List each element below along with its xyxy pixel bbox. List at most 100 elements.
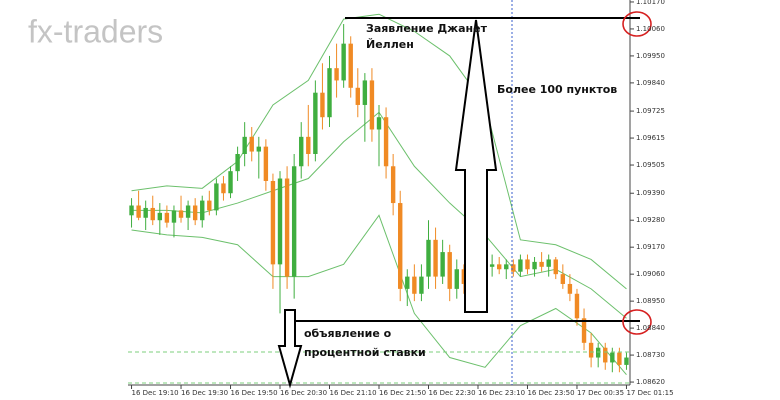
y-tick-label: 1.09505 [636, 161, 665, 169]
y-tick-label: 1.09280 [636, 216, 665, 224]
candle-body [207, 200, 212, 211]
candle-body [560, 274, 566, 284]
candle-body [433, 239, 438, 277]
candle-body [567, 283, 573, 294]
candle-body [306, 136, 311, 154]
x-tick-label: 16 Dec 19:50 [231, 389, 278, 397]
logo: fx-traders [28, 13, 163, 49]
annotation-text: объявление о [304, 327, 392, 340]
candle-body [164, 212, 170, 223]
candle-body [454, 269, 459, 289]
y-tick-label: 1.09390 [636, 189, 665, 197]
candle-body [610, 352, 615, 363]
candle-body [228, 171, 233, 194]
candle-body [221, 183, 226, 194]
candle-body [440, 252, 445, 277]
candle-body [581, 318, 587, 343]
annotation-text: процентной ставки [304, 346, 426, 359]
x-tick-label: 16 Dec 23:50 [527, 389, 574, 397]
candle-body [277, 178, 283, 265]
candle-body [525, 259, 530, 270]
candle-body [129, 205, 134, 216]
x-tick-label: 17 Dec 00:35 [577, 389, 624, 397]
candle-body [327, 68, 332, 118]
candle-body [284, 178, 290, 277]
candle-body [546, 259, 551, 267]
candle-body [588, 342, 594, 358]
candle-body [532, 261, 537, 270]
down-arrow [277, 309, 303, 389]
candle-body [376, 117, 382, 130]
bollinger-band [131, 13, 627, 290]
y-tick-label: 1.09725 [636, 107, 665, 115]
candle-body [214, 183, 219, 211]
candle-body [518, 259, 523, 272]
highlight-circle [622, 11, 652, 37]
candle-body [405, 276, 410, 289]
candle-body [185, 205, 191, 218]
y-tick-label: 1.09170 [636, 243, 665, 251]
y-tick-label: 1.08730 [636, 351, 665, 359]
candle-body [447, 252, 452, 289]
candle-body [334, 68, 339, 81]
candle-body [313, 92, 318, 154]
y-tick-label: 1.10170 [636, 0, 665, 6]
y-tick-label: 1.09950 [636, 52, 665, 60]
candle-body [419, 276, 424, 294]
candle-body [603, 347, 608, 363]
candle-body [256, 146, 262, 152]
candle-body [291, 166, 297, 277]
candle-body [539, 261, 544, 267]
x-tick-label: 17 Dec 01:15 [626, 389, 673, 397]
candle-body [398, 203, 403, 289]
x-tick-label: 16 Dec 19:30 [181, 389, 228, 397]
candle-body [299, 136, 304, 167]
candle-body [348, 43, 353, 88]
y-tick-label: 1.08620 [636, 378, 665, 386]
candle-body [553, 259, 558, 275]
candle-body [617, 352, 622, 365]
y-tick-label: 1.10060 [636, 25, 665, 33]
x-tick-label: 16 Dec 19:10 [132, 389, 179, 397]
y-tick-label: 1.08950 [636, 297, 665, 305]
candle-body [624, 357, 629, 365]
candle-body [574, 293, 580, 319]
y-tick-label: 1.09840 [636, 79, 665, 87]
highlight-circle [622, 309, 652, 335]
candle-body [355, 87, 360, 105]
x-tick-label: 16 Dec 21:50 [379, 389, 426, 397]
candle-body [362, 80, 368, 105]
y-tick-label: 1.09060 [636, 270, 665, 278]
candle-body [426, 239, 431, 277]
x-tick-label: 16 Dec 20:30 [280, 389, 327, 397]
candle-body [383, 117, 389, 167]
candle-body [178, 210, 184, 218]
candle-body [157, 212, 163, 221]
candle-body [249, 136, 254, 152]
candle-body [504, 264, 509, 270]
annotation-text: Йеллен [366, 38, 414, 51]
annotations: Заявление Джанет Йеллен Более 100 пункто… [277, 11, 652, 389]
candle-body [242, 136, 247, 154]
x-tick-label: 16 Dec 23:10 [478, 389, 525, 397]
candle-body [200, 200, 205, 221]
candle-body [171, 210, 177, 223]
y-tick-label: 1.09615 [636, 134, 665, 142]
candle-body [595, 347, 601, 358]
candle-body [511, 264, 516, 272]
candle-body [270, 180, 276, 265]
x-tick-label: 16 Dec 22:30 [428, 389, 475, 397]
candle-body [489, 264, 495, 267]
candle-body [341, 43, 346, 81]
x-tick-label: 16 Dec 21:10 [330, 389, 377, 397]
candle-body [235, 154, 240, 172]
candle-body [412, 276, 417, 294]
annotation-text: Более 100 пунктов [497, 83, 617, 96]
candle-body [136, 205, 141, 218]
candle-body [263, 146, 269, 181]
candle-body [143, 207, 148, 218]
candle-body [150, 207, 155, 221]
plot-area [129, 13, 629, 376]
